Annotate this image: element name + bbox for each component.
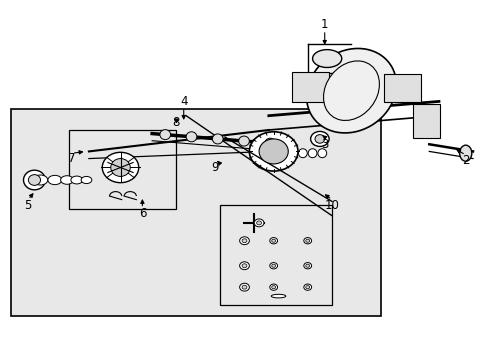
FancyBboxPatch shape: [412, 104, 440, 138]
FancyBboxPatch shape: [291, 72, 328, 103]
Ellipse shape: [212, 134, 223, 144]
Text: 7: 7: [68, 152, 76, 165]
Ellipse shape: [254, 219, 264, 227]
Ellipse shape: [269, 284, 277, 290]
Ellipse shape: [48, 175, 61, 185]
FancyBboxPatch shape: [383, 73, 420, 103]
Ellipse shape: [314, 135, 324, 143]
Ellipse shape: [256, 221, 261, 225]
Text: 2: 2: [461, 154, 468, 167]
Ellipse shape: [269, 238, 277, 244]
Ellipse shape: [239, 262, 249, 270]
Ellipse shape: [298, 149, 306, 158]
Text: 6: 6: [139, 207, 146, 220]
Ellipse shape: [271, 239, 275, 242]
Text: 4: 4: [180, 95, 187, 108]
Text: 8: 8: [172, 116, 180, 129]
Text: 5: 5: [24, 198, 32, 212]
Ellipse shape: [160, 130, 170, 140]
Ellipse shape: [303, 262, 311, 269]
Ellipse shape: [269, 262, 277, 269]
Ellipse shape: [102, 152, 139, 183]
Ellipse shape: [238, 136, 249, 146]
Ellipse shape: [310, 131, 328, 147]
Ellipse shape: [303, 238, 311, 244]
Ellipse shape: [271, 294, 285, 298]
Ellipse shape: [186, 132, 197, 142]
Ellipse shape: [249, 132, 297, 171]
Text: 9: 9: [211, 161, 219, 174]
FancyBboxPatch shape: [220, 205, 331, 305]
Ellipse shape: [81, 176, 92, 184]
Ellipse shape: [28, 175, 41, 185]
Text: 10: 10: [324, 198, 339, 212]
FancyBboxPatch shape: [11, 109, 380, 316]
Ellipse shape: [242, 285, 246, 289]
Ellipse shape: [71, 176, 82, 184]
Ellipse shape: [305, 264, 309, 267]
Text: 3: 3: [321, 138, 328, 151]
Ellipse shape: [239, 283, 249, 291]
Ellipse shape: [239, 237, 249, 245]
Text: 1: 1: [320, 18, 328, 31]
Ellipse shape: [312, 50, 341, 67]
Ellipse shape: [33, 175, 48, 185]
Ellipse shape: [271, 285, 275, 289]
Ellipse shape: [61, 176, 73, 184]
Ellipse shape: [306, 49, 396, 133]
Ellipse shape: [242, 264, 246, 268]
Ellipse shape: [271, 264, 275, 267]
Ellipse shape: [305, 239, 309, 242]
Ellipse shape: [303, 284, 311, 290]
Ellipse shape: [459, 145, 471, 161]
Ellipse shape: [111, 158, 130, 176]
Ellipse shape: [23, 170, 45, 190]
Ellipse shape: [242, 239, 246, 243]
Ellipse shape: [264, 138, 275, 148]
FancyBboxPatch shape: [69, 130, 176, 208]
Ellipse shape: [317, 149, 326, 158]
Ellipse shape: [305, 285, 309, 289]
Ellipse shape: [259, 139, 287, 164]
Ellipse shape: [323, 61, 379, 121]
Ellipse shape: [307, 149, 316, 158]
